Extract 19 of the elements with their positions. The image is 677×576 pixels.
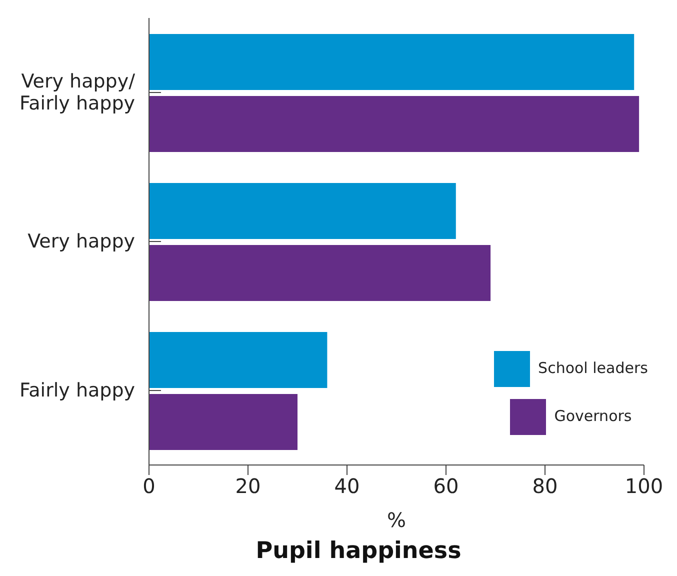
bar bbox=[149, 332, 328, 388]
bar bbox=[149, 245, 491, 301]
bar bbox=[149, 394, 298, 450]
x-axis-title: % bbox=[386, 508, 406, 532]
x-tick-label: 20 bbox=[235, 474, 261, 498]
legend-label: School leaders bbox=[538, 359, 648, 377]
bar bbox=[149, 96, 640, 152]
x-tick-label: 40 bbox=[334, 474, 360, 498]
x-tick-label: 0 bbox=[142, 474, 156, 498]
x-tick-label: 100 bbox=[624, 474, 664, 498]
legend-label: Governors bbox=[554, 407, 632, 425]
y-tick-label: Very happy/ Fairly happy bbox=[19, 70, 136, 114]
y-tick-label: Very happy bbox=[28, 230, 135, 252]
x-tick-label: 60 bbox=[433, 474, 459, 498]
bar bbox=[149, 183, 456, 239]
x-tick-label: 80 bbox=[532, 474, 558, 498]
text: Pupil happiness bbox=[254, 538, 462, 564]
y-tick-label: Fairly happy bbox=[19, 380, 135, 402]
bar bbox=[149, 34, 634, 90]
